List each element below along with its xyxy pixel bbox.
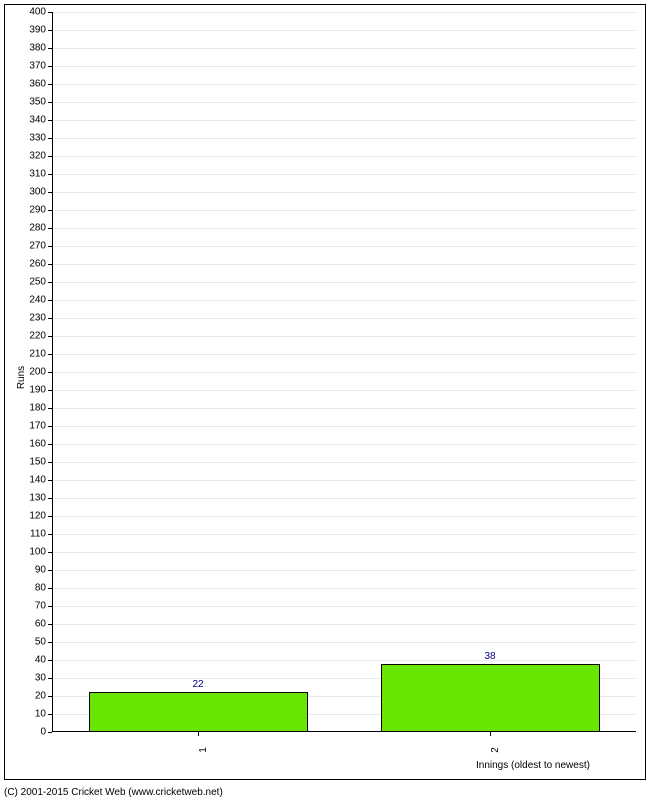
- y-tick-label: 70: [35, 601, 52, 612]
- gridline: [52, 246, 636, 247]
- plot-area: 0102030405060708090100110120130140150160…: [52, 12, 636, 732]
- y-tick-label: 360: [29, 79, 52, 90]
- gridline: [52, 606, 636, 607]
- y-tick-label: 290: [29, 205, 52, 216]
- y-tick-label: 90: [35, 565, 52, 576]
- y-tick-label: 250: [29, 277, 52, 288]
- y-tick-label: 30: [35, 673, 52, 684]
- bar: [381, 664, 600, 732]
- gridline: [52, 642, 636, 643]
- y-tick-label: 340: [29, 115, 52, 126]
- gridline: [52, 30, 636, 31]
- y-tick-label: 220: [29, 331, 52, 342]
- y-tick-label: 20: [35, 691, 52, 702]
- gridline: [52, 336, 636, 337]
- y-tick-label: 380: [29, 43, 52, 54]
- x-tick-label: 1: [198, 747, 209, 753]
- gridline: [52, 624, 636, 625]
- gridline: [52, 480, 636, 481]
- gridline: [52, 66, 636, 67]
- y-axis-title: Runs: [16, 366, 27, 389]
- gridline: [52, 390, 636, 391]
- gridline: [52, 570, 636, 571]
- y-tick-label: 0: [40, 727, 52, 738]
- y-tick-label: 80: [35, 583, 52, 594]
- gridline: [52, 156, 636, 157]
- bar: [89, 692, 308, 732]
- gridline: [52, 534, 636, 535]
- y-tick-label: 240: [29, 295, 52, 306]
- gridline: [52, 12, 636, 13]
- y-tick-label: 390: [29, 25, 52, 36]
- gridline: [52, 516, 636, 517]
- gridline: [52, 138, 636, 139]
- y-tick-label: 280: [29, 223, 52, 234]
- gridline: [52, 282, 636, 283]
- x-tick-label: 2: [490, 747, 501, 753]
- y-tick-label: 310: [29, 169, 52, 180]
- copyright-text: (C) 2001-2015 Cricket Web (www.cricketwe…: [4, 787, 223, 798]
- y-tick-label: 50: [35, 637, 52, 648]
- y-tick-label: 60: [35, 619, 52, 630]
- gridline: [52, 408, 636, 409]
- y-tick-label: 160: [29, 439, 52, 450]
- gridline: [52, 426, 636, 427]
- y-tick-label: 320: [29, 151, 52, 162]
- gridline: [52, 300, 636, 301]
- gridline: [52, 102, 636, 103]
- y-tick-label: 200: [29, 367, 52, 378]
- gridline: [52, 444, 636, 445]
- gridline: [52, 588, 636, 589]
- gridline: [52, 192, 636, 193]
- y-tick-label: 130: [29, 493, 52, 504]
- gridline: [52, 660, 636, 661]
- bar-value-label: 38: [484, 651, 495, 662]
- y-axis-line: [52, 12, 53, 732]
- x-axis-title: Innings (oldest to newest): [476, 760, 590, 771]
- y-tick-label: 150: [29, 457, 52, 468]
- gridline: [52, 318, 636, 319]
- gridline: [52, 264, 636, 265]
- y-tick-label: 100: [29, 547, 52, 558]
- y-tick-label: 10: [35, 709, 52, 720]
- y-tick-label: 140: [29, 475, 52, 486]
- bar-value-label: 22: [192, 679, 203, 690]
- y-tick-label: 230: [29, 313, 52, 324]
- y-tick-label: 120: [29, 511, 52, 522]
- gridline: [52, 120, 636, 121]
- y-tick-label: 180: [29, 403, 52, 414]
- y-tick-label: 350: [29, 97, 52, 108]
- y-tick-label: 300: [29, 187, 52, 198]
- gridline: [52, 372, 636, 373]
- gridline: [52, 48, 636, 49]
- gridline: [52, 84, 636, 85]
- chart-container: 0 10 20 30 40 50 60 70 80 90 100 110 120 130 140 150 160…: [0, 0, 650, 800]
- y-tick-label: 190: [29, 385, 52, 396]
- y-tick-label: 400: [29, 7, 52, 18]
- y-tick-label: 170: [29, 421, 52, 432]
- gridline: [52, 228, 636, 229]
- x-tick-mark: [198, 732, 199, 736]
- gridline: [52, 462, 636, 463]
- y-tick-label: 210: [29, 349, 52, 360]
- x-tick-mark: [490, 732, 491, 736]
- y-tick-label: 270: [29, 241, 52, 252]
- gridline: [52, 552, 636, 553]
- y-tick-label: 110: [30, 529, 52, 540]
- y-tick-label: 370: [29, 61, 52, 72]
- y-tick-label: 260: [29, 259, 52, 270]
- gridline: [52, 210, 636, 211]
- gridline: [52, 174, 636, 175]
- gridline: [52, 354, 636, 355]
- y-tick-label: 40: [35, 655, 52, 666]
- y-tick-label: 330: [29, 133, 52, 144]
- gridline: [52, 498, 636, 499]
